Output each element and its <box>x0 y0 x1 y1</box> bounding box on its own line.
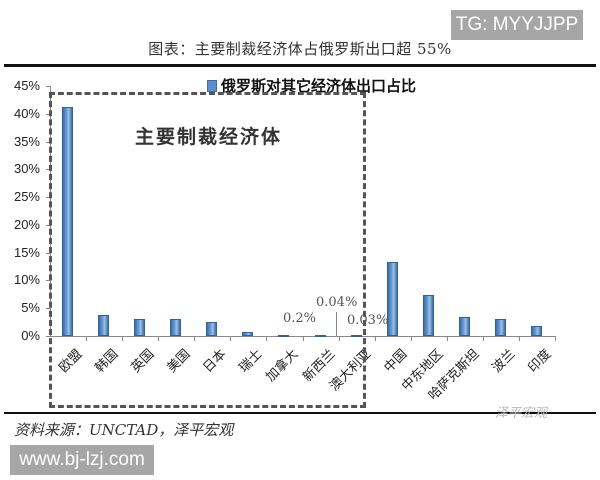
sanction-economies-label: 主要制裁经济体 <box>135 126 283 148</box>
top-rule <box>4 64 596 67</box>
annotation-canada: 0.2% <box>283 311 317 326</box>
bar <box>386 261 398 336</box>
annotation-australia: 0.03% <box>347 313 389 328</box>
bar <box>422 294 434 336</box>
bar <box>170 319 182 336</box>
bar <box>242 331 254 336</box>
x-tick-label: 印度 <box>525 346 555 376</box>
wechat-watermark: 泽平宏观 <box>495 406 548 421</box>
site-watermark-badge: www.bj-lzj.com <box>10 445 154 475</box>
y-tick-label: 15% <box>13 244 40 260</box>
bar <box>278 334 290 337</box>
y-tick-mark <box>46 169 50 171</box>
annotation-leader-line <box>336 312 337 336</box>
y-tick-mark <box>46 252 50 254</box>
x-tick-mark <box>410 336 412 341</box>
y-tick-mark <box>46 113 50 115</box>
x-tick-mark <box>374 336 376 341</box>
chart-title: 图表：主要制裁经济体占俄罗斯出口超 55% <box>148 40 452 58</box>
bar <box>134 319 146 336</box>
tg-watermark-badge: TG: MYYJJPP <box>451 10 583 40</box>
chart-legend: 俄罗斯对其它经济体出口占比 <box>207 75 416 96</box>
y-tick-label: 30% <box>13 161 40 177</box>
y-tick-label: 5% <box>21 300 40 316</box>
bar <box>350 334 362 337</box>
y-tick-mark <box>46 86 50 87</box>
y-tick-label: 35% <box>13 133 40 149</box>
x-tick-mark <box>266 336 268 341</box>
bar <box>458 317 470 336</box>
y-tick-mark <box>46 141 50 143</box>
x-tick-mark <box>302 336 304 341</box>
y-tick-label: 10% <box>13 272 40 288</box>
legend-swatch-icon <box>207 79 217 92</box>
x-tick-mark <box>338 336 340 341</box>
annotation-new-zealand: 0.04% <box>316 295 358 310</box>
x-tick-mark <box>518 336 520 341</box>
y-tick-mark <box>46 224 50 226</box>
y-tick-label: 20% <box>13 216 40 232</box>
legend-label: 俄罗斯对其它经济体出口占比 <box>221 77 417 95</box>
x-tick-mark <box>446 336 448 341</box>
bar <box>530 326 542 336</box>
y-tick-label: 40% <box>13 105 40 121</box>
bar <box>494 319 506 336</box>
x-tick-mark <box>86 336 88 341</box>
x-tick-mark <box>158 336 160 341</box>
source-note: 资料来源：UNCTAD，泽平宏观 <box>14 421 234 439</box>
y-tick-mark <box>46 308 50 310</box>
bottom-rule <box>4 412 596 414</box>
y-tick-label: 45% <box>13 78 40 93</box>
bar <box>314 334 326 337</box>
x-tick-mark <box>194 336 196 341</box>
x-tick-mark <box>230 336 232 341</box>
x-tick-label: 波兰 <box>489 346 519 376</box>
x-tick-mark <box>555 336 556 341</box>
y-tick-mark <box>46 280 50 282</box>
sanction-economies-box <box>49 92 366 408</box>
x-tick-mark <box>122 336 124 341</box>
y-tick-label: 0% <box>21 328 40 343</box>
y-tick-mark <box>46 336 50 337</box>
bar <box>98 314 110 336</box>
x-tick-mark <box>482 336 484 341</box>
bar <box>62 106 74 336</box>
bar <box>206 321 218 336</box>
y-tick-label: 25% <box>13 189 40 205</box>
y-tick-mark <box>46 197 50 199</box>
